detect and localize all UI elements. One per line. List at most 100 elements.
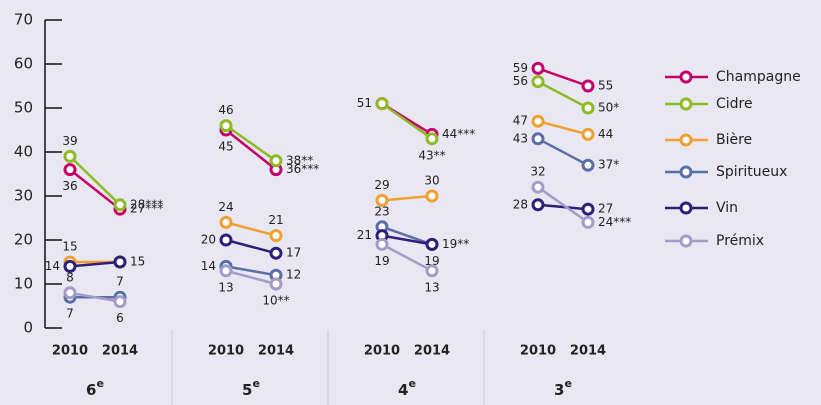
series-line bbox=[69, 291, 121, 303]
series-line bbox=[225, 238, 277, 255]
data-label: 15 bbox=[62, 240, 77, 254]
data-label: 19 bbox=[374, 254, 389, 268]
legend-label: Vin bbox=[716, 200, 738, 216]
point bbox=[219, 233, 233, 247]
point bbox=[425, 264, 439, 278]
legend-marker bbox=[679, 97, 693, 111]
data-label: 29 bbox=[374, 178, 389, 192]
data-label: 7 bbox=[116, 275, 124, 289]
point bbox=[113, 295, 127, 309]
data-label: 17 bbox=[286, 246, 301, 260]
data-label: 37* bbox=[598, 158, 619, 172]
point bbox=[269, 246, 283, 260]
group-label: 3e bbox=[554, 377, 572, 399]
x-tick-label: 2014 bbox=[414, 344, 450, 359]
legend-label: Cidre bbox=[716, 96, 753, 112]
series-line bbox=[381, 234, 433, 246]
point bbox=[581, 127, 595, 141]
data-label: 19** bbox=[442, 237, 469, 251]
y-tick-label: 60 bbox=[14, 55, 33, 73]
data-label: 44 bbox=[598, 127, 613, 141]
data-label: 51 bbox=[357, 96, 372, 110]
series-line bbox=[537, 119, 589, 136]
group-suffix: e bbox=[96, 377, 103, 390]
series-line bbox=[381, 102, 433, 140]
data-label: 43** bbox=[418, 148, 445, 162]
x-tick-label: 2014 bbox=[258, 344, 294, 359]
point bbox=[219, 119, 233, 133]
point bbox=[531, 198, 545, 212]
point bbox=[63, 259, 77, 273]
data-label: 45 bbox=[218, 140, 233, 154]
series-line bbox=[537, 203, 589, 211]
data-label: 15 bbox=[130, 255, 145, 269]
legend-marker bbox=[679, 165, 693, 179]
group-suffix: e bbox=[252, 377, 259, 390]
data-label: 19 bbox=[424, 254, 439, 268]
data-label: 44*** bbox=[442, 127, 475, 141]
point bbox=[531, 75, 545, 89]
series-line bbox=[537, 80, 589, 110]
series-line bbox=[69, 155, 121, 206]
y-tick-label: 10 bbox=[14, 275, 33, 293]
legend-marker bbox=[679, 234, 693, 248]
data-label: 14 bbox=[201, 259, 216, 273]
series-line bbox=[225, 221, 277, 237]
point bbox=[269, 154, 283, 168]
series-line bbox=[225, 265, 277, 277]
group-label: 6e bbox=[86, 377, 104, 399]
group-number: 4 bbox=[398, 381, 408, 399]
x-tick-label: 2010 bbox=[52, 344, 88, 359]
x-tick-label: 2014 bbox=[570, 344, 606, 359]
data-label: 20 bbox=[201, 233, 216, 247]
data-label: 39 bbox=[62, 134, 77, 148]
x-tick-label: 2010 bbox=[208, 344, 244, 359]
data-label: 43 bbox=[513, 131, 528, 145]
data-label: 59 bbox=[513, 61, 528, 75]
point bbox=[531, 180, 545, 194]
data-label: 30 bbox=[424, 174, 439, 188]
data-label: 8 bbox=[66, 270, 74, 284]
data-label: 12 bbox=[286, 268, 301, 282]
group-number: 5 bbox=[242, 381, 252, 399]
legend-marker bbox=[679, 201, 693, 215]
legend-label: Champagne bbox=[716, 69, 801, 85]
data-label: 23 bbox=[374, 204, 389, 218]
point bbox=[425, 237, 439, 251]
series-line bbox=[537, 137, 589, 167]
y-tick-label: 70 bbox=[14, 11, 33, 29]
series-line bbox=[537, 186, 589, 224]
point bbox=[531, 132, 545, 146]
point bbox=[581, 158, 595, 172]
point bbox=[63, 286, 77, 300]
point bbox=[581, 79, 595, 93]
point bbox=[219, 215, 233, 229]
data-label: 21 bbox=[268, 213, 283, 227]
data-label: 24 bbox=[218, 200, 233, 214]
series-line bbox=[69, 168, 121, 211]
data-label: 36*** bbox=[286, 162, 319, 176]
y-tick-label: 50 bbox=[14, 99, 33, 117]
data-label: 10** bbox=[262, 294, 289, 308]
point bbox=[425, 189, 439, 203]
series-line bbox=[225, 124, 277, 162]
series-line bbox=[381, 194, 433, 202]
point bbox=[425, 132, 439, 146]
point bbox=[375, 97, 389, 111]
group-suffix: e bbox=[564, 377, 571, 390]
data-label: 38** bbox=[286, 153, 313, 167]
legend-label: Prémix bbox=[716, 233, 764, 249]
data-label: 13 bbox=[424, 280, 439, 294]
data-label: 21 bbox=[357, 228, 372, 242]
data-label: 27*** bbox=[130, 202, 163, 216]
series-line bbox=[381, 225, 433, 246]
data-label: 28 bbox=[513, 197, 528, 211]
data-label: 27 bbox=[598, 202, 613, 216]
group-number: 3 bbox=[554, 381, 564, 399]
legend-marker bbox=[679, 70, 693, 84]
data-label: 6 bbox=[116, 311, 124, 325]
legend-marker bbox=[679, 133, 693, 147]
data-label: 56 bbox=[513, 74, 528, 88]
y-tick-label: 0 bbox=[23, 319, 33, 337]
